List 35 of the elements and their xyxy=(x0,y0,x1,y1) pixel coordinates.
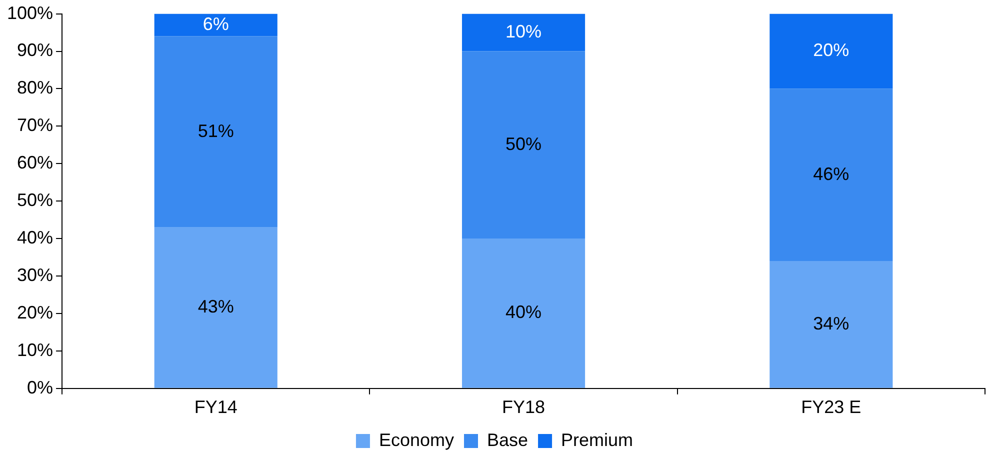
legend-label: Premium xyxy=(561,430,634,450)
y-tick-label: 100% xyxy=(6,2,54,23)
x-tick-label: FY14 xyxy=(194,397,238,418)
bar xyxy=(462,238,586,388)
data-label: 6% xyxy=(202,14,229,34)
data-label: 34% xyxy=(813,313,850,334)
y-tick-label: 90% xyxy=(17,40,54,60)
y-tick-label: 20% xyxy=(17,302,54,322)
data-label: 50% xyxy=(506,134,542,154)
y-tick-label: 30% xyxy=(17,264,54,285)
bar xyxy=(770,14,893,89)
y-tick-label: 50% xyxy=(17,190,54,210)
bar xyxy=(462,51,586,239)
y-tick-label: 60% xyxy=(17,152,54,173)
x-tick-label: FY18 xyxy=(502,397,546,418)
legend-label: Economy xyxy=(378,430,454,450)
bar xyxy=(462,14,586,52)
data-label: 20% xyxy=(813,40,850,60)
data-label: 46% xyxy=(813,164,850,184)
data-label: 40% xyxy=(506,302,542,322)
bar xyxy=(154,14,278,36)
bar xyxy=(770,261,893,388)
y-tick-label: 40% xyxy=(17,228,54,248)
x-tick-label: FY23 E xyxy=(801,397,862,418)
bar xyxy=(154,36,278,228)
y-tick-label: 0% xyxy=(27,377,54,398)
y-tick-label: 80% xyxy=(17,78,54,98)
data-label: 51% xyxy=(198,120,234,141)
bar xyxy=(154,227,278,388)
data-label: 43% xyxy=(198,296,234,317)
y-tick-label: 70% xyxy=(17,115,54,136)
legend-label: Base xyxy=(487,430,528,450)
bar xyxy=(770,88,893,262)
data-label: 10% xyxy=(506,22,542,42)
y-tick-label: 10% xyxy=(17,340,54,360)
